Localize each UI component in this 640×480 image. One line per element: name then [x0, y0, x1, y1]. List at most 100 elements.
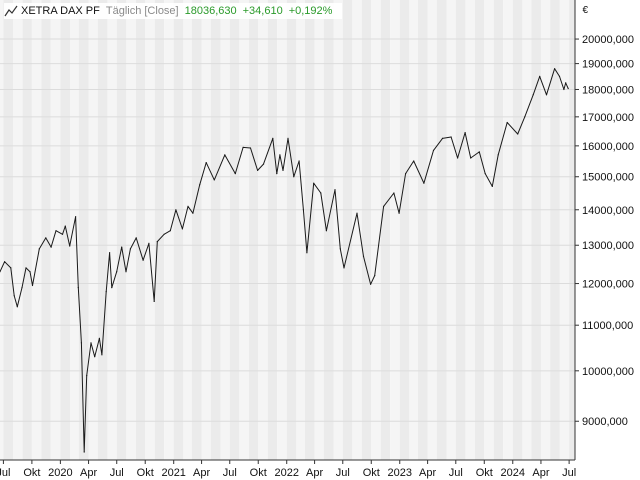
price-point [464, 132, 466, 134]
month-band [550, 0, 560, 460]
price-point [163, 233, 165, 235]
month-band [154, 0, 165, 460]
price-point [29, 271, 31, 273]
x-tick-label: Jul [449, 467, 463, 479]
price-point [31, 284, 34, 287]
price-point [497, 154, 499, 156]
x-tick-label: 2024 [501, 467, 525, 479]
x-tick-label: Jul [336, 467, 350, 479]
price-point [298, 160, 300, 162]
x-tick-label: Apr [532, 467, 549, 479]
price-point [156, 241, 158, 243]
x-tick-label: Okt [137, 467, 154, 479]
price-point [506, 121, 508, 124]
interval-label: Täglich [Close] [105, 5, 179, 17]
price-point [362, 255, 365, 257]
x-tick-label: Okt [476, 467, 493, 479]
price-point [450, 136, 452, 138]
month-band [399, 0, 410, 460]
price-point [325, 230, 327, 232]
month-band [145, 0, 155, 460]
month-band [371, 0, 381, 460]
price-point [282, 169, 284, 171]
price-point [558, 75, 561, 77]
month-band [248, 0, 259, 460]
price-point [135, 237, 137, 239]
price-point [125, 271, 127, 273]
price-point [38, 248, 40, 250]
y-tick-label: 16000,000 [582, 141, 634, 153]
price-point [153, 300, 155, 302]
month-band [286, 0, 297, 460]
y-axis: 9000,000 10000,000 11000,000 12000,000 13000… [574, 0, 634, 460]
month-band [342, 0, 353, 460]
month-band [60, 0, 70, 460]
axis-background [575, 0, 640, 480]
price-point [224, 154, 226, 156]
y-tick-label: 18000,000 [582, 84, 634, 96]
month-band [201, 0, 211, 460]
month-band [41, 0, 51, 460]
price-point [262, 163, 265, 165]
month-band [277, 0, 287, 460]
price-point [109, 252, 111, 254]
month-band [116, 0, 127, 460]
month-band [13, 0, 23, 460]
price-point [75, 216, 77, 218]
month-band [540, 0, 551, 460]
chart-header: XETRA DAX PF Täglich [Close] 18036,630 +… [4, 3, 343, 19]
month-band [191, 0, 202, 460]
x-tick-label: Jul [0, 467, 10, 479]
price-point [405, 173, 407, 175]
price-point [470, 157, 472, 159]
y-tick-label: 13000,000 [582, 240, 634, 252]
price-point [334, 189, 336, 191]
month-band [239, 0, 249, 460]
month-band [512, 0, 523, 460]
x-tick-label: Apr [419, 467, 436, 479]
x-tick-label: Okt [363, 467, 380, 479]
y-tick-label: 10000,000 [582, 366, 634, 378]
price-point [441, 137, 444, 139]
price-point [383, 205, 385, 207]
month-band [22, 0, 32, 460]
month-band [484, 0, 494, 460]
month-band [88, 0, 98, 460]
month-band [304, 0, 315, 460]
x-tick-label: Jul [110, 467, 124, 479]
x-tick-label: 2023 [388, 467, 412, 479]
month-band [314, 0, 324, 460]
x-tick-label: Okt [23, 467, 40, 479]
price-point [80, 342, 82, 344]
y-tick-label: 17000,000 [582, 112, 634, 124]
month-band [267, 0, 278, 460]
price-point [111, 287, 113, 289]
month-band [220, 0, 230, 460]
month-band [446, 0, 456, 460]
price-point [116, 271, 118, 273]
price-point [293, 176, 295, 178]
month-band [465, 0, 475, 460]
month-band [559, 0, 570, 460]
month-band [258, 0, 268, 460]
x-tick-label: Apr [80, 467, 97, 479]
month-band [427, 0, 437, 460]
x-axis: Jul Okt 2020 Apr Jul Okt 2021 Apr Jul Okt 2022 Apr J… [0, 459, 576, 479]
x-tick-label: 2022 [274, 467, 298, 479]
x-tick-label: Jul [223, 467, 237, 479]
x-tick-label: Okt [250, 467, 267, 479]
price-point [148, 242, 150, 244]
price-point [554, 68, 556, 70]
month-band [361, 0, 372, 460]
price-point [565, 82, 567, 84]
last-value: 18036,630 [184, 5, 237, 17]
change-percent: +0,192% [288, 5, 333, 17]
price-point [101, 354, 103, 356]
price-point [142, 259, 144, 261]
price-point [545, 94, 548, 96]
y-tick-label: 19000,000 [582, 59, 634, 71]
y-tick-label: 14000,000 [582, 205, 634, 217]
month-band [229, 0, 240, 460]
price-point [129, 248, 131, 250]
